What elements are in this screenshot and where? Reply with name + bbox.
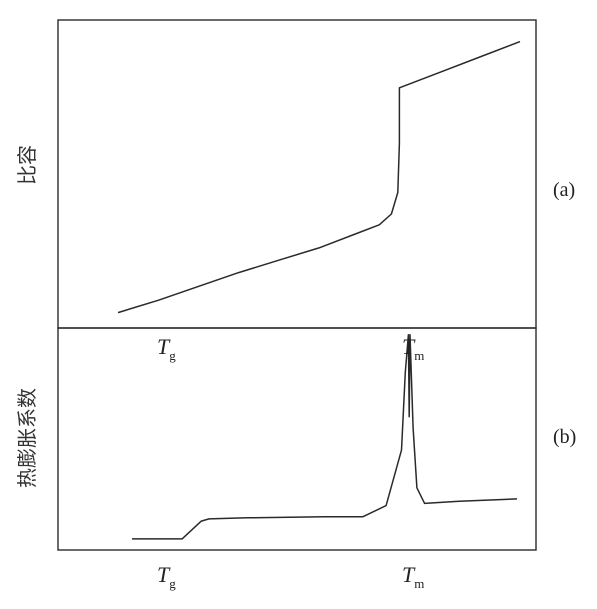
- marker-tg-a-symbol: T: [157, 334, 171, 359]
- marker-tg-a-sub: g: [169, 348, 176, 363]
- marker-tm-a-sub: m: [414, 348, 424, 363]
- y-axis-label-b: 热膨胀系数: [15, 388, 39, 488]
- marker-tm-b-symbol: T: [402, 562, 416, 587]
- panel-label-a: (a): [553, 179, 575, 201]
- marker-tm-b: Tm: [402, 562, 424, 591]
- panel-b-frame: [57, 327, 537, 551]
- marker-tm-a: Tm: [402, 334, 424, 363]
- y-axis-label-a: 比容: [15, 145, 39, 185]
- marker-tm-b-sub: m: [414, 576, 424, 591]
- panel-label-b: (b): [553, 426, 576, 448]
- marker-tg-b-sub: g: [169, 576, 176, 591]
- marker-tg-b-symbol: T: [157, 562, 171, 587]
- specific-volume-curve: [117, 40, 521, 314]
- marker-tg-a: Tg: [157, 334, 176, 363]
- panel-a-frame: [57, 19, 537, 329]
- thermal-expansion-curve: [132, 333, 518, 540]
- marker-tm-a-symbol: T: [402, 334, 416, 359]
- marker-tg-b: Tg: [157, 562, 176, 591]
